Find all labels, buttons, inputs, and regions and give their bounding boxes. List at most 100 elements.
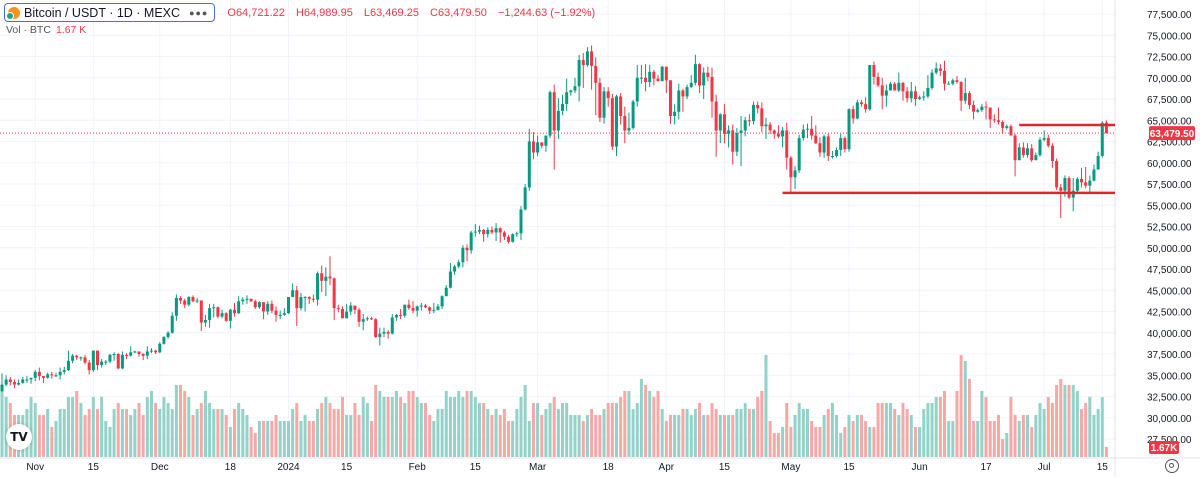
volume-bar (137, 403, 141, 457)
candle-body (494, 228, 498, 233)
volume-bar (461, 397, 465, 457)
candle-body (307, 297, 311, 299)
candle-body (270, 303, 274, 311)
volume-bar (706, 415, 710, 457)
volume-bar (104, 421, 108, 457)
candle-body (37, 371, 41, 377)
volume-bar (145, 397, 149, 457)
volume-bar (590, 409, 594, 457)
tradingview-logo-icon[interactable]: TV (6, 424, 32, 450)
volume-bar (332, 409, 336, 457)
volume-bar (610, 403, 614, 457)
candle-body (635, 77, 639, 102)
volume-bar (108, 427, 112, 457)
volume-bar (141, 415, 145, 457)
candle-body (411, 308, 415, 311)
candle-body (801, 129, 805, 139)
candle-body (498, 228, 502, 233)
candle-body (299, 297, 303, 309)
volume-bar (1034, 415, 1038, 457)
volume-bar (502, 409, 506, 457)
candle-body (320, 273, 324, 281)
volume-bar (752, 409, 756, 457)
candle-body (540, 142, 544, 146)
volume-bar (868, 427, 872, 457)
candle-body (523, 187, 527, 210)
candle-body (764, 124, 768, 127)
candle-body (162, 337, 166, 344)
candle-body (918, 97, 922, 99)
volume-value: 1.67 K (55, 24, 87, 36)
volume-bar (822, 415, 826, 457)
candle-body (129, 352, 133, 356)
candle-body (382, 331, 386, 334)
candle-body (453, 266, 457, 272)
candle-body (1009, 126, 1013, 136)
volume-bar (378, 391, 382, 457)
candle-body (561, 104, 565, 111)
volume-bar (490, 415, 494, 457)
candle-body (1063, 178, 1067, 191)
volume-bar (577, 415, 581, 457)
candle-body (361, 319, 365, 322)
candle-body (507, 236, 511, 242)
volume-bar (639, 379, 643, 457)
candle-body (137, 351, 141, 354)
volume-bar (527, 421, 531, 457)
volume-bar (789, 427, 793, 457)
volume-bar (976, 421, 980, 457)
volume-bar (453, 397, 457, 457)
volume-bar (805, 409, 809, 457)
candle-body (876, 76, 880, 86)
candle-body (1071, 190, 1075, 198)
volume-bar (473, 397, 477, 457)
candle-body (465, 247, 469, 251)
settings-icon[interactable] (1165, 459, 1179, 473)
volume-bar (448, 397, 452, 457)
volume-bar (797, 403, 801, 457)
volume-bar (4, 397, 8, 457)
candle-body (199, 300, 203, 323)
x-tick-label: Jul (1038, 462, 1051, 473)
candle-body (133, 351, 137, 353)
candle-body (519, 209, 523, 234)
volume-bar (934, 397, 938, 457)
candle-body (1067, 178, 1071, 198)
candle-body (652, 71, 656, 79)
candle-body (1055, 161, 1059, 188)
candle-body (963, 93, 967, 101)
candle-body (1059, 187, 1063, 191)
volume-bar (1042, 409, 1046, 457)
volume-bar (943, 391, 947, 457)
volume-bar (349, 415, 353, 457)
volume-bar (1017, 421, 1021, 457)
candle-body (1092, 169, 1096, 181)
volume-bar (278, 421, 282, 457)
candle-body (291, 290, 295, 298)
volume-bar (681, 409, 685, 457)
candle-body (195, 300, 199, 302)
volume-bar (158, 409, 162, 457)
candle-body (515, 233, 519, 235)
volume-bar (710, 403, 714, 457)
candle-body (648, 71, 652, 82)
volume-bar (988, 421, 992, 457)
candle-body (735, 133, 739, 152)
candle-body (42, 376, 46, 378)
volume-bar (507, 421, 511, 457)
candle-body (681, 90, 685, 97)
y-tick-label: 37,500.00 (1147, 350, 1192, 361)
more-dots-icon[interactable]: ●●● (189, 7, 209, 18)
volume-bar (100, 397, 104, 457)
candle-body (262, 302, 266, 312)
candle-body (8, 379, 12, 383)
candle-body (689, 82, 693, 88)
volume-bar (241, 409, 245, 457)
volume-bar (1067, 385, 1071, 457)
low-value: L63,469.25 (363, 6, 419, 19)
candle-body (623, 116, 627, 131)
symbol-selector[interactable]: Bitcoin / USDT · 1D · MEXC ●●● (4, 3, 216, 22)
volume-bar (424, 403, 428, 457)
candle-body (760, 108, 764, 127)
